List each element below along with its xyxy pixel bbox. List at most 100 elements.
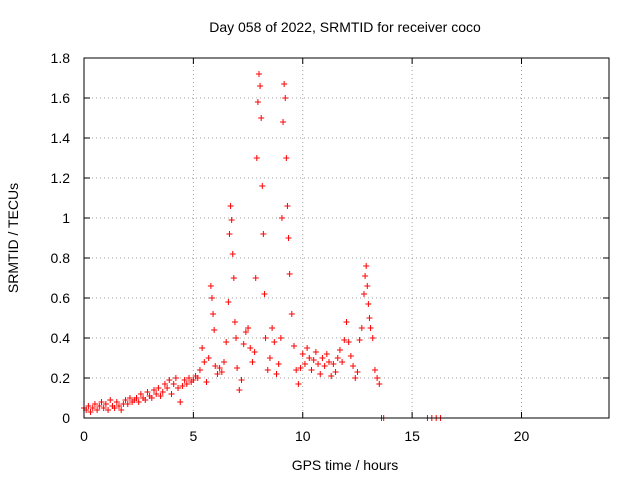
data-point xyxy=(208,295,215,301)
data-point xyxy=(242,329,249,335)
data-point xyxy=(230,275,237,281)
data-point xyxy=(330,361,337,367)
data-point xyxy=(179,383,186,389)
data-point xyxy=(203,379,210,385)
data-point xyxy=(236,387,243,393)
y-tick-label: 0.8 xyxy=(51,250,71,266)
data-point xyxy=(341,337,348,343)
data-point xyxy=(124,401,131,407)
data-point xyxy=(336,347,343,353)
data-point xyxy=(133,395,140,401)
data-point xyxy=(137,391,144,397)
data-point xyxy=(361,291,367,297)
data-point xyxy=(271,339,278,345)
data-point xyxy=(148,395,155,401)
y-tick-label: 0.2 xyxy=(51,370,71,386)
data-point xyxy=(238,377,245,383)
data-point xyxy=(301,361,308,367)
data-point xyxy=(334,355,341,361)
data-point xyxy=(249,359,256,365)
data-point xyxy=(304,345,311,351)
data-point xyxy=(245,325,252,331)
data-point xyxy=(254,99,261,105)
data-point xyxy=(269,325,276,331)
data-point xyxy=(369,335,376,341)
data-point xyxy=(153,391,160,397)
data-point xyxy=(288,311,295,317)
data-point xyxy=(262,335,269,341)
data-point xyxy=(172,375,179,381)
data-point xyxy=(350,363,357,369)
data-point xyxy=(364,283,371,289)
data-point xyxy=(356,337,363,343)
data-point xyxy=(223,339,230,345)
data-point xyxy=(225,299,232,305)
data-point xyxy=(297,365,304,371)
y-tick-label: 1.2 xyxy=(51,170,71,186)
data-point xyxy=(183,381,190,387)
data-point xyxy=(264,367,271,373)
data-point xyxy=(261,291,268,297)
data-point xyxy=(306,355,313,361)
data-point xyxy=(118,407,125,413)
data-point xyxy=(295,381,302,387)
data-point xyxy=(126,395,133,401)
data-point xyxy=(367,325,374,331)
data-point xyxy=(218,369,225,375)
data-point xyxy=(102,401,109,407)
data-point xyxy=(326,359,332,365)
y-tick-label: 0.4 xyxy=(51,330,71,346)
y-tick-label: 1.6 xyxy=(51,90,71,106)
data-point xyxy=(284,203,291,209)
data-point xyxy=(177,399,184,405)
data-point xyxy=(181,377,188,383)
data-point xyxy=(199,345,206,351)
data-point xyxy=(275,361,282,367)
data-point xyxy=(87,409,94,415)
data-point xyxy=(319,355,326,361)
y-axis-label: SRMTID / TECUs xyxy=(5,183,21,293)
data-point xyxy=(113,399,120,405)
data-point xyxy=(259,183,266,189)
data-point xyxy=(317,371,324,377)
data-point xyxy=(94,407,101,413)
data-point xyxy=(157,393,164,399)
data-point xyxy=(291,343,297,349)
data-point xyxy=(159,389,166,395)
data-points xyxy=(81,71,444,421)
data-point xyxy=(281,81,288,87)
data-point xyxy=(315,361,322,367)
data-point xyxy=(155,385,162,391)
data-point xyxy=(168,391,175,397)
tick-layer: 0 0.2 0.4 0.6 0.8 1 1.2 1.4 1.6 1.8 0 5 10 15 20 xyxy=(51,50,609,444)
x-tick-label: 5 xyxy=(189,428,197,444)
data-point xyxy=(233,335,240,341)
data-point xyxy=(371,367,378,373)
data-point xyxy=(89,405,96,411)
data-point xyxy=(273,371,280,377)
data-point xyxy=(247,345,254,351)
data-point xyxy=(253,155,260,161)
data-point xyxy=(328,373,335,379)
x-tick-label: 0 xyxy=(80,428,88,444)
data-point xyxy=(142,397,149,403)
data-point xyxy=(366,315,373,321)
data-point xyxy=(312,349,319,355)
data-point xyxy=(161,381,168,387)
data-point xyxy=(175,385,182,391)
data-point xyxy=(352,375,359,381)
data-point xyxy=(170,381,177,387)
data-point xyxy=(260,231,267,237)
data-point xyxy=(226,231,233,237)
data-point xyxy=(190,377,197,383)
x-tick-label: 15 xyxy=(404,428,420,444)
data-point xyxy=(285,235,292,241)
data-point xyxy=(212,363,219,369)
data-point xyxy=(151,387,157,393)
data-point xyxy=(205,355,212,361)
data-point xyxy=(258,115,265,121)
data-point xyxy=(122,397,129,403)
data-point xyxy=(363,263,370,269)
data-point xyxy=(227,203,234,209)
data-point xyxy=(211,327,218,333)
